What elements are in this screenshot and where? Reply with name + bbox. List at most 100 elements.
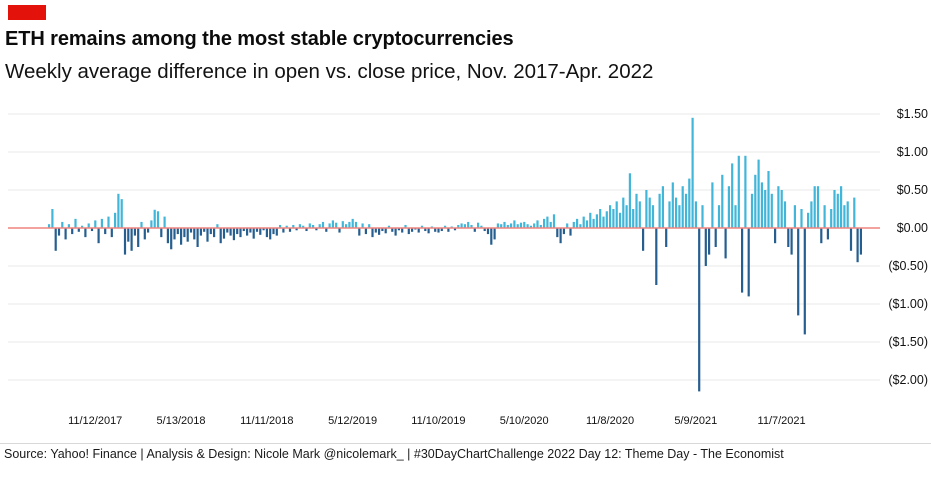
bar-positive — [595, 214, 598, 228]
bar-negative — [358, 228, 361, 236]
y-axis-label: ($0.50) — [888, 259, 928, 273]
bar-negative — [252, 228, 255, 239]
bar-negative — [199, 228, 202, 236]
bar-negative — [797, 228, 800, 316]
bar-positive — [444, 225, 447, 228]
bar-positive — [737, 155, 740, 228]
bar-positive — [661, 186, 664, 228]
footer-divider — [0, 443, 931, 444]
bar-positive — [830, 209, 833, 228]
bar-positive — [430, 226, 433, 228]
bar-positive — [582, 216, 585, 228]
bar-positive — [318, 224, 321, 228]
economist-red-tag — [8, 5, 46, 20]
bar-positive — [823, 205, 826, 228]
x-axis-label: 5/10/2020 — [500, 415, 549, 427]
x-axis-label: 11/10/2019 — [411, 415, 465, 427]
bar-positive — [100, 218, 103, 228]
bar-negative — [378, 228, 381, 235]
bar-positive — [671, 182, 674, 228]
bar-positive — [477, 222, 480, 228]
bar-negative — [407, 228, 410, 235]
bar-positive — [566, 223, 569, 228]
x-axis-label: 5/9/2021 — [674, 415, 717, 427]
bar-positive — [74, 218, 77, 228]
bar-chart: $1.50 $1.00 $0.50 $0.00 ($0.50) ($1.00) ($1.50… — [8, 107, 928, 427]
bar-negative — [790, 228, 793, 255]
bar-positive — [744, 155, 747, 228]
bar-negative — [137, 228, 140, 247]
bar-positive — [764, 190, 767, 228]
bar-positive — [833, 190, 836, 228]
bar-positive — [648, 197, 651, 228]
bar-negative — [206, 228, 209, 242]
bar-positive — [387, 225, 391, 228]
bar-positive — [285, 225, 288, 228]
bar-negative — [71, 228, 74, 235]
bar-negative — [424, 228, 427, 232]
bar-positive — [513, 220, 516, 228]
source-credit: Source: Yahoo! Finance | Analysis & Desi… — [4, 447, 784, 461]
bar-negative — [473, 228, 476, 232]
bar-negative — [417, 228, 420, 233]
bar-positive — [450, 226, 453, 228]
bar-negative — [143, 228, 146, 240]
bar-negative — [724, 228, 727, 259]
bar-negative — [384, 228, 387, 234]
bar-negative — [397, 228, 400, 231]
bar-negative — [371, 228, 374, 238]
bar-negative — [239, 228, 242, 238]
bar-negative — [486, 228, 490, 235]
bar-positive — [156, 211, 160, 228]
bar-negative — [226, 228, 229, 233]
bar-negative — [176, 228, 179, 235]
bar-positive — [480, 225, 483, 228]
bar-positive — [87, 223, 90, 228]
bar-negative — [704, 228, 707, 266]
bar-positive — [292, 224, 295, 228]
bar-positive — [585, 220, 589, 228]
bar-positive — [731, 163, 734, 228]
bar-positive — [681, 186, 684, 228]
bar-negative — [642, 228, 645, 251]
bar-positive — [721, 174, 724, 228]
bar-negative — [434, 228, 437, 232]
bar-positive — [516, 224, 519, 228]
bar-positive — [81, 225, 84, 228]
bar-negative — [315, 228, 318, 231]
bar-negative — [849, 228, 853, 251]
bar-negative — [714, 228, 717, 247]
bar-negative — [269, 228, 272, 240]
bar-negative — [213, 228, 216, 238]
bar-positive — [61, 221, 64, 228]
bar-negative — [411, 228, 414, 232]
bar-positive — [734, 205, 737, 228]
bar-positive — [351, 218, 354, 228]
bar-positive — [302, 225, 305, 228]
bar-negative — [859, 228, 862, 255]
bar-positive — [793, 205, 796, 228]
bar-negative — [232, 228, 235, 241]
bar-negative — [229, 228, 232, 236]
bar-positive — [579, 224, 582, 228]
bar-positive — [510, 223, 513, 228]
bar-positive — [645, 190, 648, 228]
bar-positive — [506, 224, 509, 228]
bar-positive — [807, 212, 810, 228]
bar-negative — [193, 228, 196, 240]
bar-positive — [717, 205, 721, 228]
bar-positive — [523, 221, 526, 228]
x-axis-label: 11/7/2021 — [758, 415, 806, 427]
bar-negative — [222, 228, 226, 239]
bar-positive — [599, 209, 602, 228]
bar-positive — [153, 209, 156, 228]
bar-positive — [602, 216, 605, 228]
bar-negative — [173, 228, 176, 240]
bar-positive — [688, 178, 691, 228]
bar-positive — [94, 220, 97, 228]
bar-negative — [209, 228, 212, 235]
bar-negative — [787, 228, 790, 247]
bar-negative — [262, 228, 265, 231]
bar-positive — [632, 209, 635, 228]
bar-positive — [783, 201, 787, 228]
